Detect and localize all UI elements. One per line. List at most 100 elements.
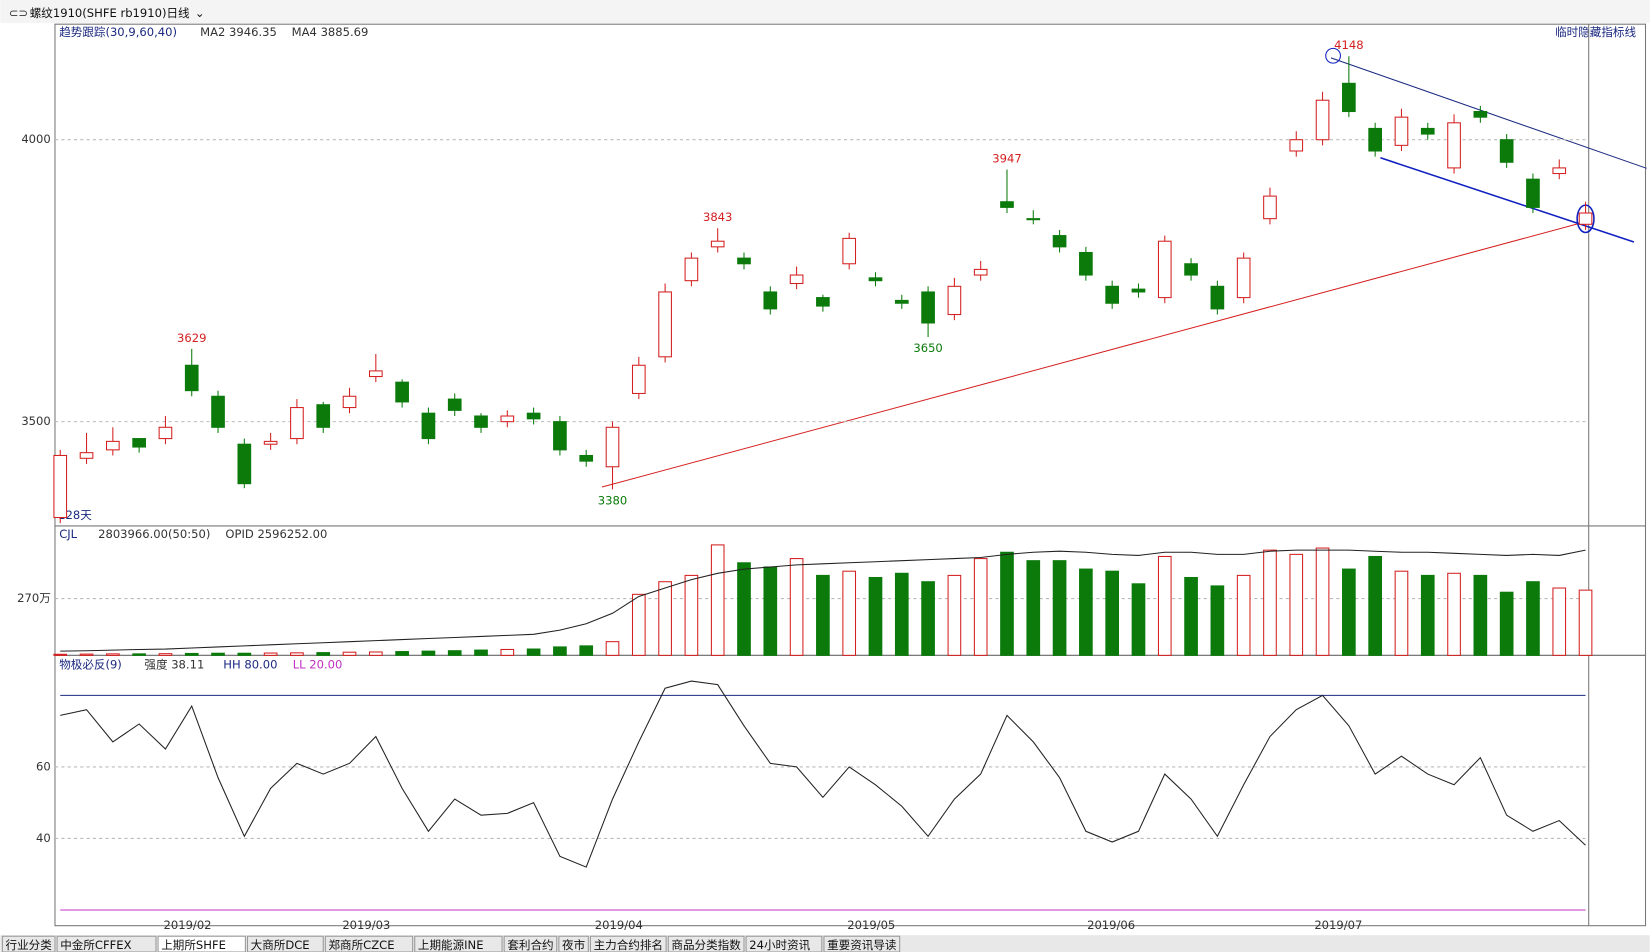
volume-bar (1052, 560, 1067, 656)
tab[interactable] (558, 935, 589, 952)
candle-body (500, 415, 515, 423)
tab-label[interactable]: 主力合约排名 (594, 938, 663, 952)
candle-body (1000, 201, 1014, 208)
volume-bar (1368, 555, 1382, 656)
candle-body (658, 291, 672, 358)
volume-bar (553, 646, 567, 656)
opid: OPID 2596252.00 (225, 527, 327, 541)
volume-bar (474, 649, 488, 656)
tab[interactable] (324, 935, 414, 952)
tab-label[interactable]: 24小时资讯 (749, 938, 810, 952)
circle-marker (1325, 47, 1341, 64)
osc[interactable]: 物极必反(9) (59, 657, 122, 671)
tab[interactable] (1, 935, 56, 952)
tab-label[interactable]: 郑商所CZCE (328, 938, 394, 952)
candle-body (1552, 167, 1567, 175)
candle-body (553, 421, 567, 451)
tab-label[interactable]: 套利合约 (507, 938, 553, 952)
volume-bar (53, 653, 68, 656)
symbol: 螺纹1910(SHFE rb1910) (30, 6, 167, 20)
y-tick-label: 4000 (21, 132, 50, 146)
tab-label[interactable]: 大商所DCE (251, 938, 310, 952)
tab-label[interactable]: 商品分类指数 (671, 938, 741, 952)
trend-lines (601, 47, 1647, 488)
candle-body (421, 412, 436, 440)
tab-label[interactable]: 上期所SHFE (161, 938, 226, 952)
candle-body (1236, 257, 1251, 299)
tab[interactable] (589, 935, 667, 952)
tab-label[interactable]: 夜市 (562, 938, 585, 952)
volume-bar (395, 651, 409, 656)
price-header: 趋势跟踪(30,9,60,40) MA2 3946.35 MA4 3885.69… (58, 25, 368, 671)
volume-bar (263, 652, 278, 656)
volume-bar (158, 653, 173, 656)
y-tick-label: 3500 (21, 414, 50, 428)
osc-line (60, 680, 1586, 868)
volume-bar (921, 581, 935, 656)
volume-bar (368, 651, 383, 656)
volume-bar (1000, 551, 1014, 656)
candle-body (947, 285, 962, 316)
cjl-value: 2803966.00(50:50) (98, 527, 210, 541)
tab[interactable] (414, 935, 503, 952)
candle-body (921, 291, 935, 324)
candle-body (789, 274, 804, 285)
tab-label[interactable]: 上期能源INE (418, 938, 484, 952)
volume-bar (421, 650, 436, 656)
price-label: 3380 (598, 493, 627, 507)
tab-label[interactable]: 行业分类 (6, 938, 53, 952)
volume-bar (684, 574, 699, 656)
volume-bar (631, 593, 646, 656)
tab[interactable] (157, 935, 246, 952)
candle-body (395, 381, 409, 403)
volume-bar (132, 653, 146, 656)
volume-bar (184, 652, 199, 656)
price-label: 3629 (177, 331, 206, 345)
volume-bar (658, 581, 672, 656)
volume-bar (526, 648, 541, 656)
candle-body (1131, 288, 1146, 293)
volume-bar (1184, 576, 1198, 656)
candle-body (1052, 235, 1067, 248)
volume-bar (447, 650, 462, 656)
period[interactable]: 日线 (166, 6, 190, 20)
cjl[interactable]: CJL (59, 527, 77, 541)
candle-body (1578, 212, 1593, 225)
volume-bar (1473, 574, 1488, 656)
tab[interactable] (56, 935, 157, 952)
volume-bar (816, 574, 830, 656)
tab[interactable] (667, 935, 745, 952)
volume-bar (1526, 581, 1540, 656)
candle-body (132, 438, 146, 448)
indicator[interactable]: 趋势跟踪(30,9,60,40) (59, 25, 177, 39)
tab[interactable] (503, 935, 558, 952)
tab-label[interactable]: 中金所CFFEX (60, 938, 131, 952)
volume-bar (1210, 585, 1225, 656)
volume-bar (237, 652, 252, 656)
candle-body (316, 404, 331, 428)
candle-body (1368, 127, 1382, 152)
candle-body (474, 415, 488, 428)
candle-body (1157, 240, 1172, 299)
tab[interactable] (823, 935, 901, 952)
price-label: 4148 (1334, 38, 1363, 52)
tab-label[interactable]: 重要资讯导读 (827, 938, 897, 952)
candle-body (1289, 139, 1304, 152)
volume-bar (1105, 570, 1120, 656)
tab[interactable] (745, 935, 823, 952)
hide-indicator[interactable]: 临时隐藏指标线 (1555, 25, 1636, 39)
tab[interactable] (246, 935, 324, 952)
candle-body (106, 440, 120, 451)
hh: HH 80.00 (223, 657, 277, 671)
channel-top (1330, 57, 1647, 169)
candle-body (263, 440, 278, 445)
candle-body (1105, 285, 1120, 304)
volume-bar (1394, 570, 1409, 656)
candle-body (1263, 195, 1277, 220)
x-tick-label: 2019/02 (164, 918, 212, 932)
dropdown[interactable]: ⌄ (195, 6, 205, 20)
candle-body (526, 412, 541, 420)
candle-body (631, 364, 646, 394)
candle-body (894, 299, 909, 304)
